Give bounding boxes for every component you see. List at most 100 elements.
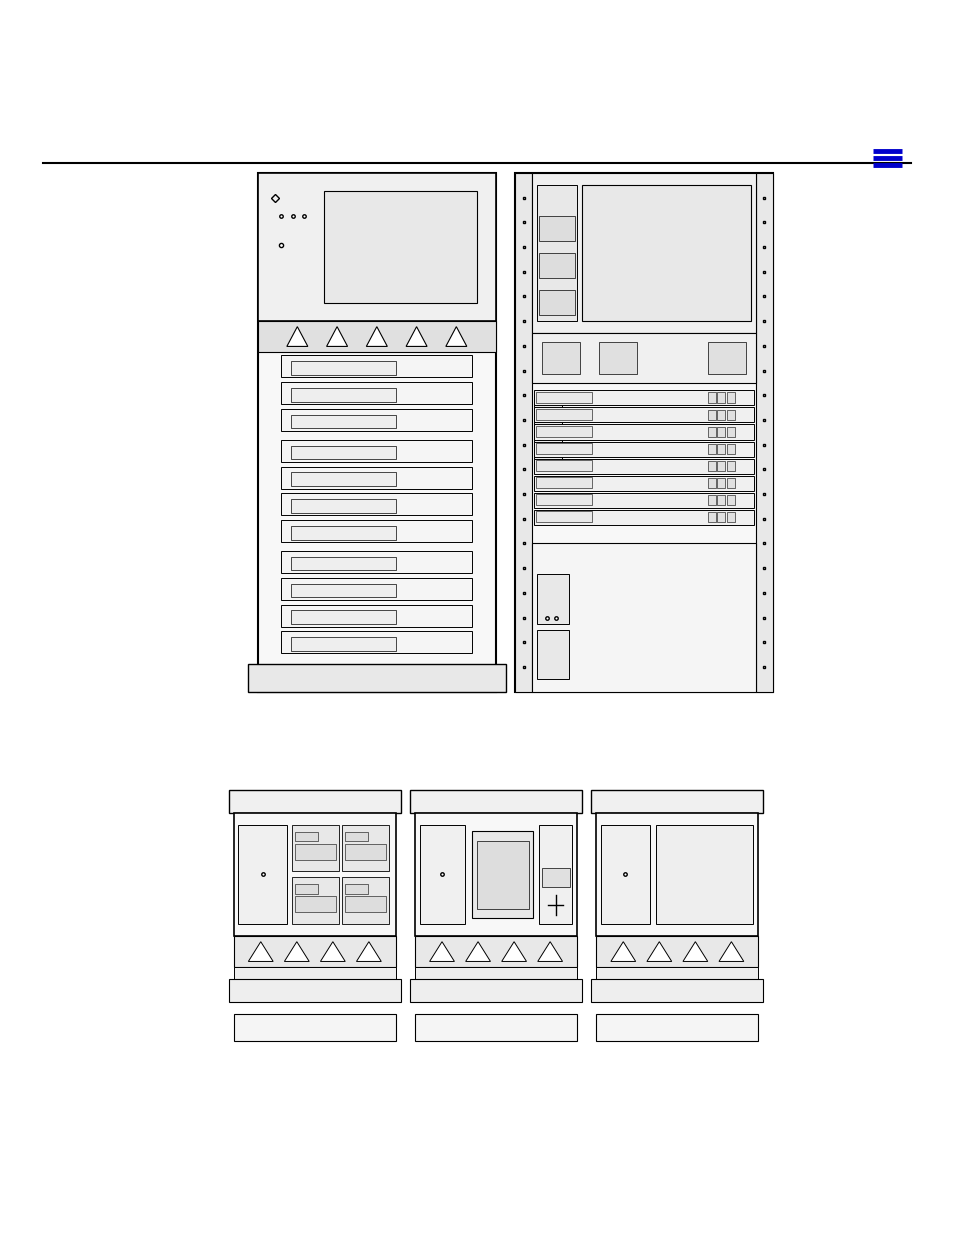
Bar: [291, 446, 395, 459]
Bar: [707, 426, 715, 437]
Bar: [233, 813, 395, 936]
Bar: [600, 825, 649, 924]
Bar: [281, 631, 472, 653]
Bar: [291, 557, 395, 571]
Bar: [532, 543, 755, 692]
Bar: [294, 832, 318, 841]
Bar: [410, 790, 581, 813]
Bar: [294, 844, 335, 860]
Bar: [281, 604, 472, 626]
Bar: [717, 513, 724, 522]
Polygon shape: [610, 941, 635, 962]
Polygon shape: [719, 941, 743, 962]
Bar: [707, 410, 715, 420]
Polygon shape: [429, 941, 454, 962]
Bar: [541, 342, 579, 374]
Bar: [537, 574, 569, 624]
Bar: [415, 1014, 577, 1041]
Bar: [534, 395, 561, 469]
Bar: [291, 473, 395, 485]
Bar: [596, 967, 758, 979]
Bar: [291, 388, 395, 401]
Polygon shape: [445, 327, 466, 347]
Bar: [596, 936, 758, 967]
Bar: [536, 426, 591, 437]
Bar: [341, 825, 389, 872]
Bar: [656, 825, 752, 924]
Bar: [538, 290, 575, 315]
Polygon shape: [320, 941, 345, 962]
Bar: [717, 478, 724, 488]
Bar: [717, 461, 724, 472]
Bar: [707, 393, 715, 403]
Bar: [294, 897, 335, 913]
Bar: [294, 884, 318, 894]
Bar: [341, 194, 400, 201]
Bar: [515, 173, 532, 692]
Bar: [281, 467, 472, 489]
Bar: [707, 443, 715, 454]
Bar: [291, 415, 395, 429]
Bar: [534, 425, 753, 440]
Bar: [341, 877, 389, 924]
Bar: [229, 790, 400, 813]
Bar: [344, 897, 386, 913]
Bar: [707, 513, 715, 522]
Bar: [344, 832, 368, 841]
Bar: [233, 936, 395, 967]
Bar: [538, 825, 572, 924]
Bar: [536, 477, 591, 488]
Bar: [419, 825, 465, 924]
Bar: [291, 584, 395, 597]
Bar: [324, 191, 476, 303]
Bar: [233, 1014, 395, 1041]
Polygon shape: [366, 327, 387, 347]
Bar: [755, 173, 772, 692]
Bar: [534, 390, 753, 405]
Bar: [281, 440, 472, 462]
Bar: [596, 813, 758, 936]
Polygon shape: [646, 941, 671, 962]
Bar: [536, 461, 591, 472]
Bar: [534, 493, 753, 508]
Bar: [707, 495, 715, 505]
Bar: [291, 610, 395, 624]
Bar: [472, 831, 533, 918]
Bar: [717, 495, 724, 505]
Bar: [291, 526, 395, 540]
Bar: [257, 173, 496, 692]
Bar: [291, 362, 395, 374]
Bar: [238, 825, 287, 924]
Polygon shape: [501, 941, 526, 962]
Polygon shape: [356, 941, 381, 962]
Bar: [532, 333, 755, 383]
Bar: [281, 551, 472, 573]
Bar: [726, 513, 734, 522]
Bar: [281, 409, 472, 431]
Bar: [415, 813, 577, 936]
Bar: [534, 510, 753, 525]
Bar: [707, 478, 715, 488]
Bar: [537, 185, 577, 321]
Bar: [726, 478, 734, 488]
Bar: [536, 391, 591, 403]
Bar: [598, 342, 637, 374]
Bar: [281, 578, 472, 600]
Bar: [726, 410, 734, 420]
Bar: [229, 979, 400, 1002]
Bar: [726, 443, 734, 454]
Bar: [292, 877, 338, 924]
Bar: [257, 321, 496, 352]
Bar: [410, 979, 581, 1002]
Bar: [233, 967, 395, 979]
Bar: [726, 495, 734, 505]
Bar: [534, 408, 753, 422]
Bar: [532, 173, 755, 333]
Bar: [717, 410, 724, 420]
Bar: [591, 790, 762, 813]
Polygon shape: [287, 327, 308, 347]
Bar: [538, 253, 575, 278]
Bar: [717, 426, 724, 437]
Bar: [534, 442, 753, 457]
Bar: [257, 173, 496, 321]
